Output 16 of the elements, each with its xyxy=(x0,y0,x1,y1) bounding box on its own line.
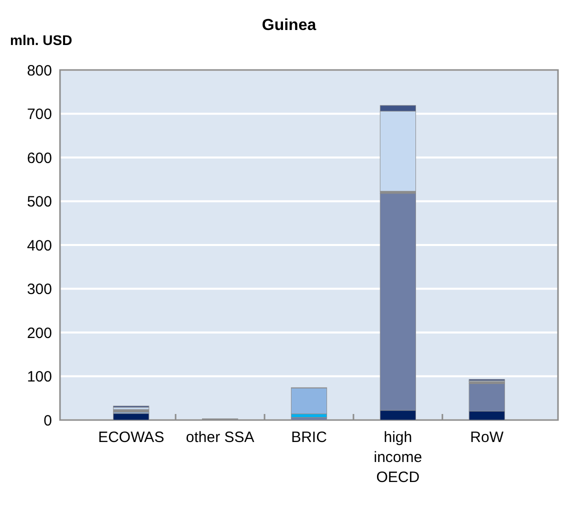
y-tick-label: 0 xyxy=(44,412,52,430)
x-tick-label: other SSA xyxy=(186,429,254,446)
y-axis-title: mln. USD xyxy=(10,32,72,48)
y-tick-label: 600 xyxy=(26,150,52,167)
y-tick-label: 400 xyxy=(26,237,52,254)
y-tick-label: 200 xyxy=(26,324,52,342)
x-tick-label: ECOWAS xyxy=(98,429,164,446)
y-tick-label: 800 xyxy=(26,62,52,80)
chart-title: Guinea xyxy=(262,17,316,34)
x-tick-label: BRIC xyxy=(291,429,328,446)
x-tick-label: RoW xyxy=(470,429,504,446)
y-tick-label: 300 xyxy=(26,281,52,298)
y-tick-label: 500 xyxy=(26,194,52,210)
x-tick-label: high income OECD xyxy=(374,429,422,486)
y-tick-label: 100 xyxy=(26,368,52,386)
y-tick-label: 700 xyxy=(26,106,52,123)
